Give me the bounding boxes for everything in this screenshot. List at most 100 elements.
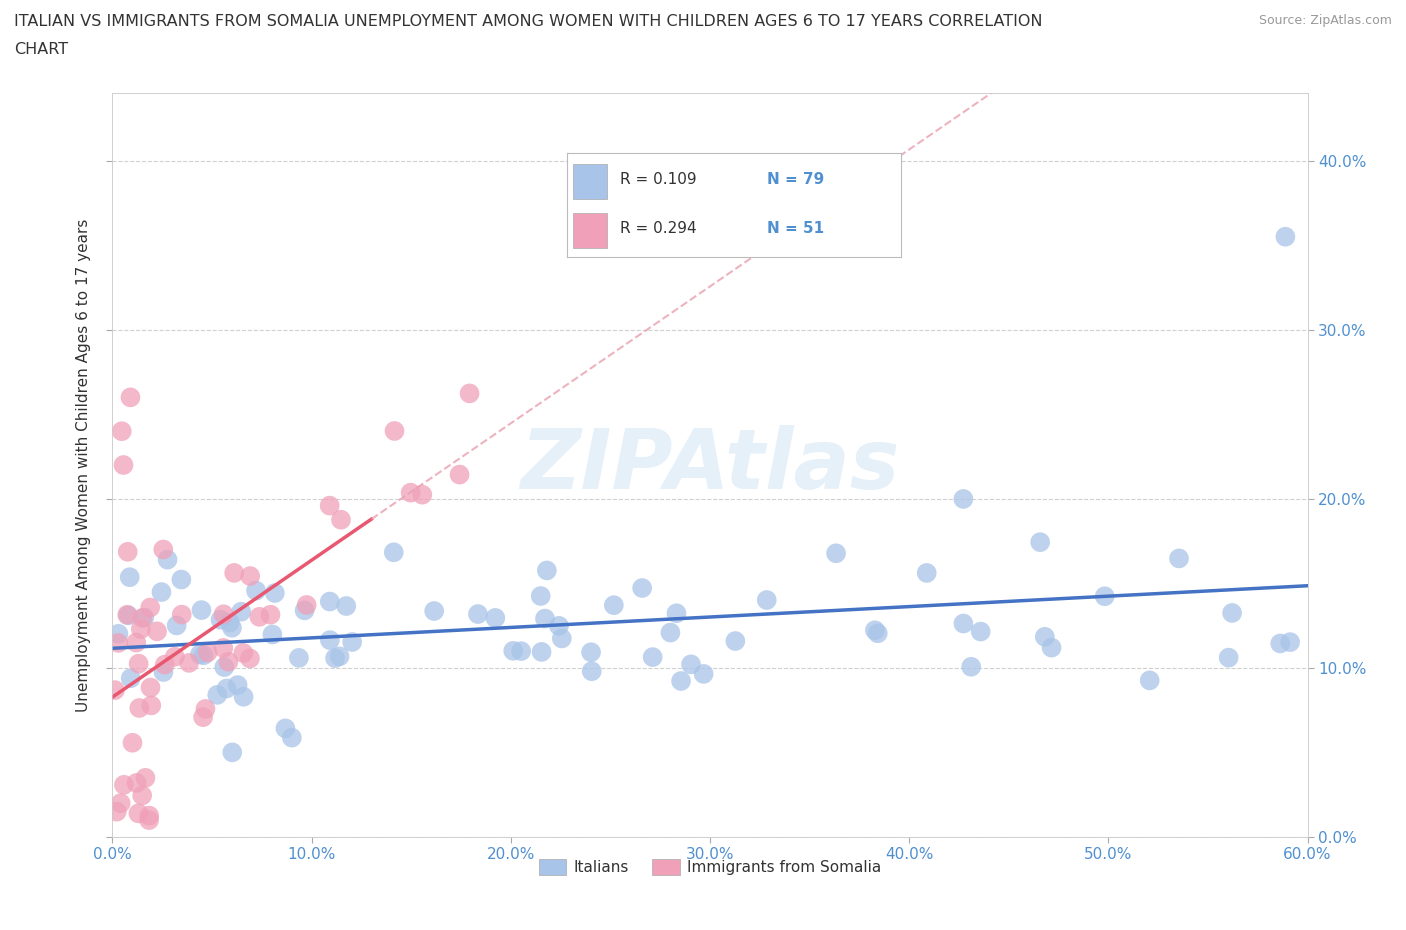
Point [214,659,236,674]
Point [191,710,214,724]
Point [970,624,993,639]
Point [221,745,243,760]
Point [207,687,229,702]
Point [274,721,297,736]
Point [631,580,654,595]
Point [262,627,284,642]
Point [294,603,316,618]
Text: ZIPAtlas: ZIPAtlas [520,424,900,506]
Point [641,650,664,665]
Point [530,589,553,604]
Point [232,645,254,660]
Point [231,604,253,619]
Point [692,667,714,682]
Point [411,487,433,502]
Point [335,599,357,614]
Point [340,634,363,649]
Point [107,635,129,650]
Point [1274,230,1296,245]
Point [152,542,174,557]
Point [288,650,311,665]
Point [125,635,148,650]
Point [111,424,134,439]
Point [915,565,938,580]
Point [112,777,135,792]
Point [153,658,176,672]
Point [263,586,285,601]
Point [212,641,235,656]
Point [212,606,235,621]
Point [1168,551,1191,565]
Point [755,592,778,607]
Point [118,570,141,585]
Point [467,606,489,621]
Point [129,621,152,636]
Point [548,618,571,633]
Point [239,651,262,666]
Point [603,598,626,613]
Point [295,598,318,613]
Point [177,656,200,671]
Point [152,665,174,680]
Point [120,671,142,685]
Point [115,607,138,622]
Point [105,804,128,819]
Point [117,544,139,559]
Point [449,467,471,482]
Point [318,498,340,513]
Point [128,700,150,715]
Point [217,655,239,670]
Point [224,565,246,580]
Point [139,600,162,615]
Point [125,776,148,790]
Point [245,583,267,598]
Point [166,618,188,632]
Point [484,610,506,625]
Point [141,698,163,712]
Point [193,648,215,663]
Point [1139,673,1161,688]
Point [952,616,974,631]
Point [107,627,129,642]
Point [1040,640,1063,655]
Point [319,594,342,609]
Point [502,644,524,658]
Point [221,620,243,635]
Point [247,609,270,624]
Point [150,585,173,600]
Point [1279,634,1302,649]
Point [194,701,217,716]
Point [330,512,353,527]
Point [146,624,169,639]
Point [112,458,135,472]
Point [536,563,558,578]
Point [131,788,153,803]
Point [384,423,406,438]
Point [579,644,602,659]
Text: ITALIAN VS IMMIGRANTS FROM SOMALIA UNEMPLOYMENT AMONG WOMEN WITH CHILDREN AGES 6: ITALIAN VS IMMIGRANTS FROM SOMALIA UNEMP… [14,14,1043,29]
Point [239,568,262,583]
Point [215,681,238,696]
Point [134,770,156,785]
Point [323,651,346,666]
Point [121,736,143,751]
Point [232,689,254,704]
Point [128,657,150,671]
Point [127,806,149,821]
Point [510,644,533,658]
Point [669,673,692,688]
Point [659,625,682,640]
Point [120,390,142,405]
Point [209,612,232,627]
Point [952,491,974,506]
Point [259,607,281,622]
Point [423,604,446,618]
Point [117,608,139,623]
Point [197,645,219,660]
Point [170,607,193,622]
Point [1218,650,1240,665]
Y-axis label: Unemployment Among Women with Children Ages 6 to 17 years: Unemployment Among Women with Children A… [76,219,91,711]
Point [188,647,211,662]
Point [581,664,603,679]
Point [1094,589,1116,604]
